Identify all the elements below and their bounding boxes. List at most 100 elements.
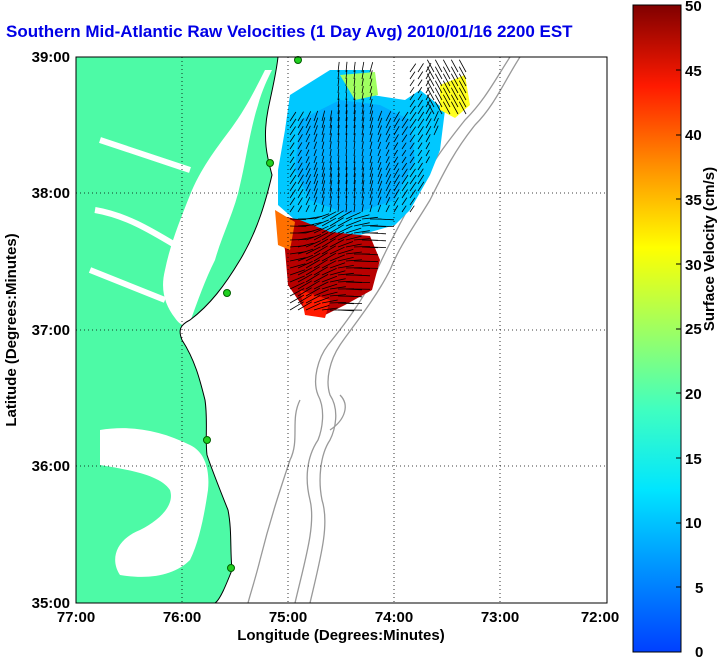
velocity-vector [321, 173, 326, 185]
velocity-vector [409, 162, 416, 171]
velocity-vector [305, 156, 310, 164]
velocity-vector [337, 249, 354, 255]
velocity-field-green [340, 72, 378, 100]
chesapeake-bay [163, 70, 272, 326]
colorbar-tick-label: 20 [685, 386, 702, 403]
velocity-vector [297, 273, 313, 283]
velocity-vector [385, 142, 390, 150]
velocity-vector [321, 167, 325, 178]
velocity-vector [409, 156, 415, 164]
velocity-vector [289, 263, 306, 269]
velocity-vector [409, 181, 417, 192]
velocity-vector [401, 126, 408, 136]
colorbar-tick-label: 35 [685, 192, 702, 209]
velocity-vector [361, 92, 364, 101]
velocity-vector [305, 222, 322, 227]
velocity-vector [369, 104, 373, 115]
velocity-vector [450, 101, 459, 115]
velocity-vector [337, 161, 340, 171]
velocity-vector [442, 73, 451, 87]
velocity-vector [417, 63, 424, 73]
velocity-vector [369, 173, 374, 185]
velocity-vector [337, 70, 340, 80]
velocity-vector [345, 187, 348, 199]
velocity-vector [442, 94, 451, 108]
velocity-vector [337, 98, 340, 108]
velocity-vector [297, 197, 303, 206]
velocity-vector [345, 227, 362, 234]
x-tick-label: 75:00 [269, 609, 307, 626]
velocity-vector [409, 134, 416, 143]
velocity-vector [434, 101, 443, 115]
colorbar-tick-label: 10 [685, 515, 702, 532]
velocity-vector [417, 99, 423, 108]
velocity-vector [393, 197, 399, 206]
velocity-vector [409, 63, 417, 73]
velocity-vector [313, 297, 330, 304]
velocity-vector [329, 173, 333, 185]
velocity-vector [305, 240, 321, 248]
x-tick-label: 74:00 [375, 609, 413, 626]
velocity-vector [458, 87, 467, 101]
velocity-vector [361, 86, 364, 94]
velocity-vector [417, 162, 423, 171]
velocity-vector [337, 117, 340, 129]
velocity-vector [361, 155, 364, 164]
velocity-vector [401, 149, 407, 157]
velocity-vector [321, 188, 325, 199]
velocity-vector [450, 94, 459, 108]
velocity-vector [321, 110, 326, 122]
velocity-vector [345, 98, 348, 108]
velocity-vector [305, 111, 312, 122]
velocity-vector [369, 141, 373, 150]
velocity-vector [361, 224, 379, 227]
velocity-vector [289, 142, 295, 150]
velocity-vector [289, 269, 306, 276]
velocity-vector [409, 71, 416, 80]
velocity-vector [417, 134, 424, 143]
velocity-vector [369, 196, 373, 206]
velocity-vector [417, 86, 423, 94]
velocity-vector [353, 196, 356, 206]
velocity-vector [313, 225, 329, 234]
velocity-vector [329, 196, 332, 206]
velocity-vector [321, 117, 326, 129]
velocity-vector [401, 197, 408, 206]
velocity-vector [353, 148, 356, 157]
velocity-vector [313, 180, 319, 192]
velocity-vector [305, 117, 312, 129]
velocity-vector [401, 168, 408, 178]
velocity-vector [458, 66, 467, 80]
velocity-vector [289, 168, 296, 178]
velocity-vector [345, 173, 348, 185]
velocity-vector [369, 133, 373, 143]
velocity-vector [345, 133, 348, 143]
velocity-vector [345, 78, 348, 87]
velocity-vector [361, 260, 379, 263]
velocity-vector [329, 210, 344, 220]
velocity-vector [409, 93, 415, 101]
velocity-vector [297, 142, 303, 150]
x-tick-label: 76:00 [163, 609, 201, 626]
velocity-vector [377, 225, 395, 227]
map-frame [75, 56, 608, 604]
velocity-vector [313, 252, 328, 262]
velocity-vector [345, 104, 348, 115]
velocity-vector [377, 141, 382, 150]
velocity-vector [353, 141, 356, 150]
velocity-vector [401, 111, 409, 122]
velocity-vector [289, 205, 295, 213]
velocity-vector [313, 141, 317, 150]
velocity-vector [361, 141, 364, 150]
velocity-vector [393, 149, 398, 157]
velocity-vector [385, 162, 391, 171]
velocity-vector [353, 274, 371, 277]
velocity-vector [361, 124, 365, 136]
velocity-vector [337, 61, 340, 73]
velocity-vector [297, 111, 304, 122]
velocity-vector [377, 188, 382, 199]
velocity-vector [345, 243, 362, 248]
velocity-vector [337, 265, 354, 269]
velocity-vector [409, 86, 415, 94]
velocity-vector [337, 233, 353, 241]
